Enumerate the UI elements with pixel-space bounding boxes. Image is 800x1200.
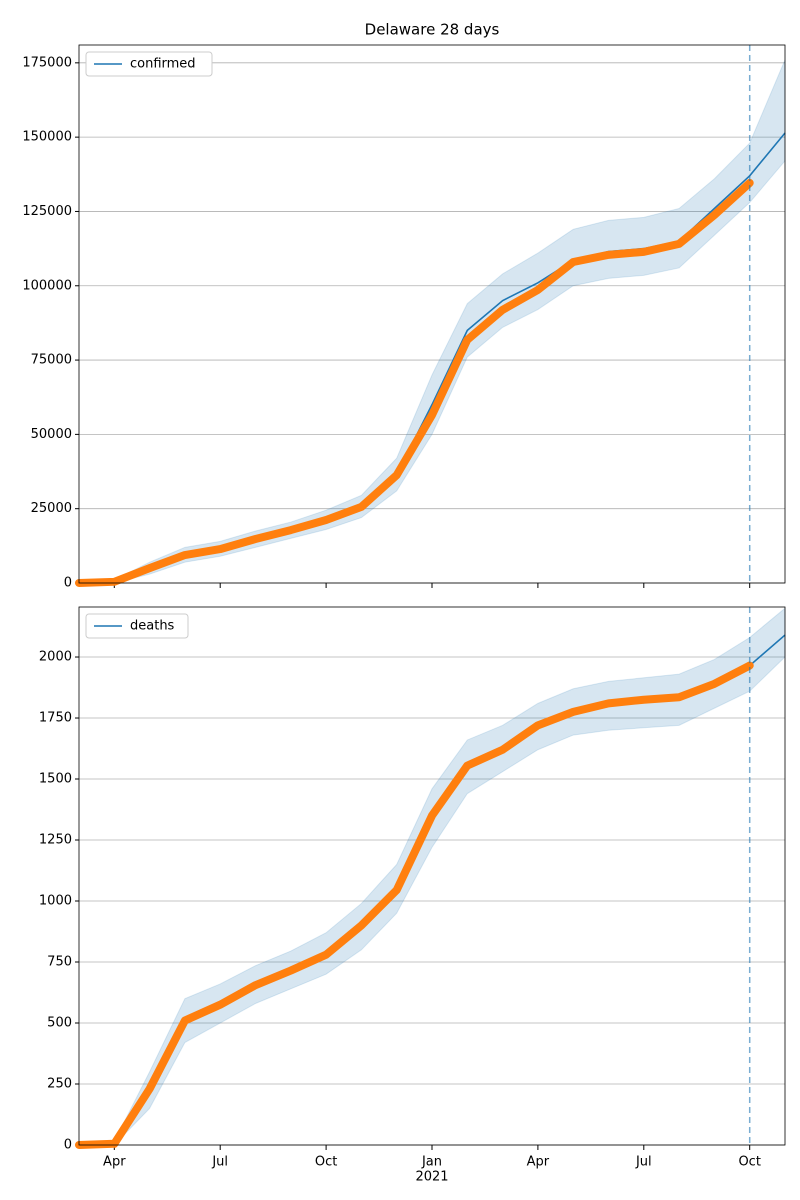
- model-line: [78, 132, 786, 584]
- legend-box: [85, 51, 213, 77]
- chart-title: Delaware 28 days: [365, 21, 500, 39]
- y-tick-label: 0: [64, 576, 72, 591]
- x-tick-label: Apr: [103, 1155, 126, 1170]
- y-tick-label: 1500: [39, 772, 72, 787]
- observed-line: [75, 178, 754, 587]
- y-tick-label: 1000: [39, 894, 72, 909]
- y-tick-label: 250: [47, 1077, 72, 1092]
- x-tick-label: Oct: [315, 1155, 337, 1170]
- x-tick-label: Apr: [527, 1155, 550, 1170]
- y-tick-label: 50000: [31, 427, 72, 442]
- y-tick-label: 1750: [39, 711, 72, 726]
- legend-box: [85, 613, 189, 639]
- y-tick-label: 75000: [31, 353, 72, 368]
- x-tick-label: Oct: [738, 1155, 760, 1170]
- y-tick-label: 175000: [22, 55, 72, 70]
- confidence-band: [78, 607, 786, 1146]
- x-tick-label: Jul: [211, 1155, 228, 1170]
- y-tick-label: 750: [47, 955, 72, 970]
- plot-frame: [78, 606, 786, 1146]
- confidence-band: [78, 59, 786, 584]
- y-tick-label: 25000: [31, 501, 72, 516]
- y-tick-label: 100000: [22, 278, 72, 293]
- legend-label: confirmed: [130, 57, 196, 72]
- y-tick-label: 0: [64, 1138, 72, 1153]
- legend-label: deaths: [130, 619, 175, 634]
- observed-line: [75, 661, 754, 1149]
- x-tick-label: Jan: [421, 1155, 442, 1170]
- y-tick-label: 150000: [22, 130, 72, 145]
- y-tick-label: 2000: [39, 650, 72, 665]
- y-tick-label: 1250: [39, 833, 72, 848]
- plot-frame: [78, 44, 786, 584]
- x-tick-year: 2021: [415, 1170, 448, 1185]
- x-tick-label: Jul: [635, 1155, 652, 1170]
- y-tick-label: 500: [47, 1016, 72, 1031]
- y-tick-label: 125000: [22, 204, 72, 219]
